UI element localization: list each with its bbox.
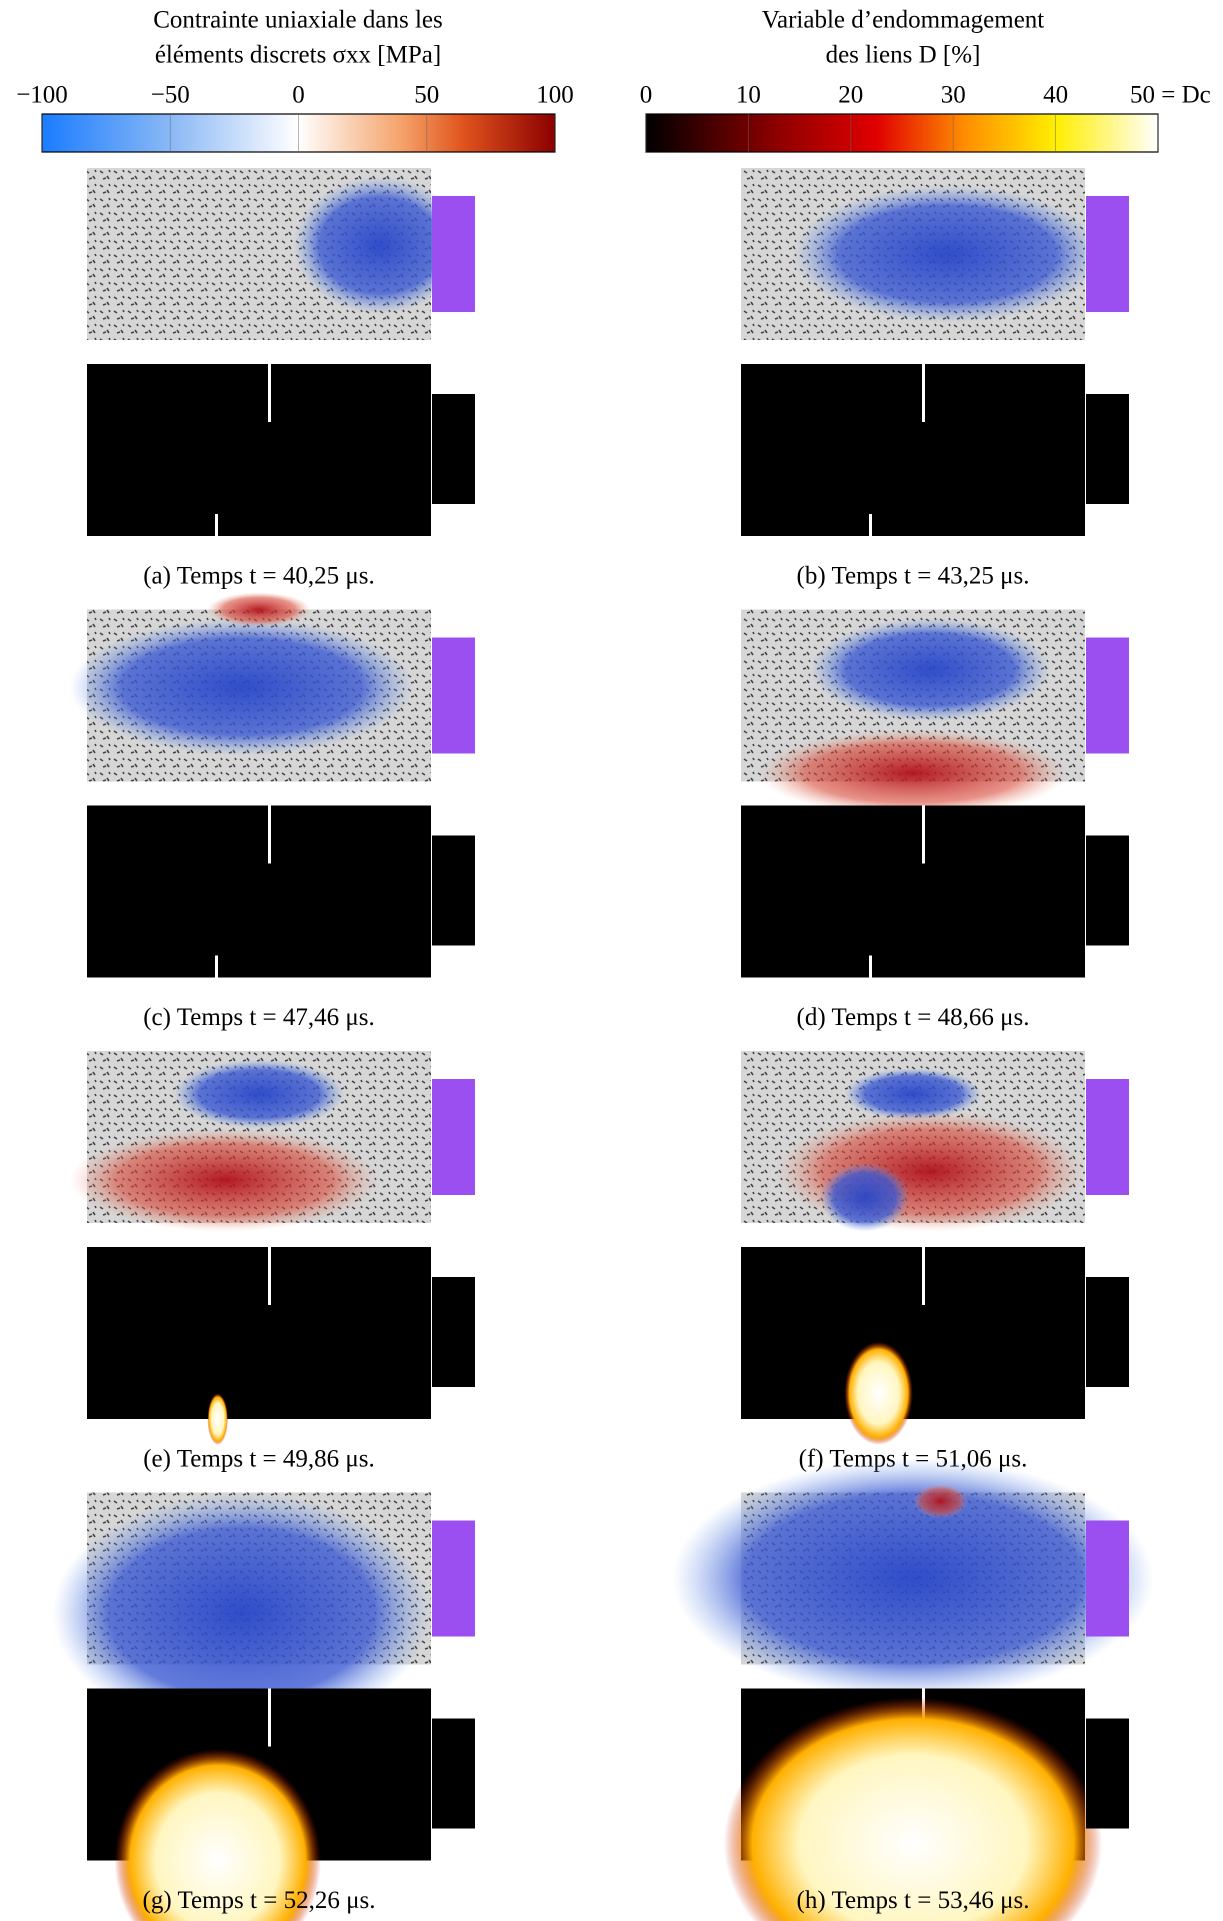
tick-label: 30	[941, 82, 966, 109]
stress-zone	[173, 1059, 345, 1129]
tick-label: −100	[16, 82, 68, 109]
stress-zone	[69, 618, 414, 756]
colorbar-title: Contrainte uniaxiale dans les	[153, 7, 443, 34]
tick-label: 0	[640, 82, 653, 109]
stress-zone	[844, 1068, 982, 1120]
damage-field	[87, 805, 431, 978]
projectile-damage	[432, 1277, 475, 1387]
projectile	[432, 196, 475, 312]
damage-zone	[207, 1393, 229, 1445]
panel	[69, 592, 475, 978]
panel	[69, 1051, 475, 1445]
tick-label: 40	[1043, 82, 1068, 109]
colorbar-title: des liens D [%]	[826, 42, 981, 69]
colorbar-title: Variable d’endommagement	[762, 7, 1045, 34]
notch	[922, 364, 925, 422]
panel-caption: (h) Temps t = 53,46 μs.	[797, 1887, 1030, 1914]
stress-zone	[913, 1483, 969, 1519]
tick-label: 0	[292, 82, 305, 109]
notch	[922, 805, 925, 864]
projectile	[432, 1520, 475, 1637]
tick-label: 10	[736, 82, 761, 109]
projectile-damage	[1086, 394, 1129, 504]
projectile-damage	[432, 1718, 475, 1829]
stress-zone	[293, 176, 466, 315]
stress-zone	[820, 1162, 910, 1232]
projectile-damage	[1086, 835, 1129, 946]
projectile	[1086, 637, 1129, 754]
panel	[741, 609, 1129, 978]
panel	[741, 1051, 1129, 1445]
notch	[869, 514, 872, 536]
tick-label: 50	[414, 82, 439, 109]
damage-field	[741, 1247, 1085, 1419]
tick-label: −50	[151, 82, 190, 109]
notch	[215, 514, 218, 536]
damage-field	[741, 364, 1085, 536]
panel-caption: (d) Temps t = 48,66 μs.	[797, 1004, 1030, 1031]
stress-zone	[69, 1128, 380, 1232]
projectile	[1086, 196, 1129, 312]
notch	[869, 955, 872, 978]
tick-label: 20	[838, 82, 863, 109]
panel	[672, 1458, 1154, 1921]
damage-field	[87, 1247, 431, 1419]
projectile	[1086, 1520, 1129, 1637]
damage-zone	[723, 1697, 1103, 1921]
panel-caption: (c) Temps t = 47,46 μs.	[143, 1004, 375, 1031]
stress-zone	[792, 185, 1103, 323]
colorbar-title: éléments discrets σxx [MPa]	[155, 42, 441, 69]
projectile-damage	[1086, 1277, 1129, 1387]
projectile	[432, 637, 475, 754]
projectile	[432, 1079, 475, 1195]
projectile	[1086, 1079, 1129, 1195]
stress-zone	[207, 592, 311, 627]
stress-zone	[758, 729, 1068, 816]
notch	[215, 955, 218, 978]
damage-field	[87, 364, 431, 536]
damage-field	[741, 805, 1085, 978]
panel	[52, 1492, 475, 1921]
damage-zone	[114, 1748, 321, 1921]
panel-caption: (e) Temps t = 49,86 μs.	[143, 1446, 375, 1473]
tick-label: 100	[536, 82, 574, 109]
tick-label: 50 = Dc	[1130, 82, 1211, 109]
notch	[268, 1688, 271, 1747]
panel	[87, 168, 475, 536]
damage-zone	[844, 1341, 913, 1445]
notch	[922, 1247, 925, 1305]
notch	[268, 805, 271, 864]
panel	[741, 168, 1129, 536]
panel-caption: (g) Temps t = 52,26 μs.	[143, 1887, 376, 1914]
projectile-damage	[432, 394, 475, 504]
notch	[268, 364, 271, 422]
projectile-damage	[432, 835, 475, 946]
panel-caption: (b) Temps t = 43,25 μs.	[797, 563, 1030, 590]
projectile-damage	[1086, 1718, 1129, 1829]
notch	[268, 1247, 271, 1305]
stress-zone	[775, 1111, 1085, 1232]
colorbar	[645, 113, 1159, 153]
stress-zone	[672, 1458, 1154, 1699]
panel-caption: (a) Temps t = 40,25 μs.	[143, 563, 375, 590]
stress-zone	[52, 1492, 431, 1734]
stress-zone	[809, 618, 1051, 722]
